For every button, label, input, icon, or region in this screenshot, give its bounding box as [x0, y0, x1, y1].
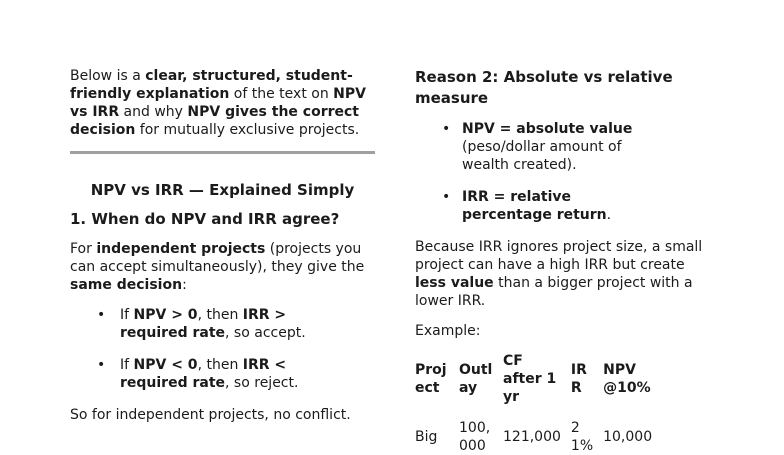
agreement-bullet-list: • If NPV > 0, then IRR > required rate, …: [70, 306, 375, 392]
list-item: • If NPV > 0, then IRR > required rate, …: [70, 306, 375, 342]
example-table: Project Outlay CF after 1 yr IRR NPV @10% Bi…: [415, 352, 659, 455]
text-run: (peso/dollar amount of wealth created).: [462, 139, 622, 173]
bullet-icon: •: [97, 307, 106, 323]
question-1-heading: 1. When do NPV and IRR agree?: [70, 210, 340, 228]
table-cell: 21%: [570, 420, 594, 454]
text-run: and why: [119, 104, 188, 120]
text-run: for mutually exclusive projects.: [135, 122, 360, 138]
project-size-paragraph: Because IRR ignores project size, a smal…: [415, 238, 705, 310]
text-run: If: [120, 357, 134, 373]
table-header-cell: IRR: [570, 362, 587, 396]
list-item: • If NPV < 0, then IRR < required rate, …: [70, 356, 375, 392]
right-column: Reason 2: Absolute vs relative measure •…: [415, 67, 705, 455]
bullet-icon: •: [442, 121, 451, 137]
text-run: (projects you can accept simultaneously)…: [70, 241, 365, 275]
section-title: NPV vs IRR — Explained Simply: [90, 181, 355, 199]
question-1-outro: So for independent projects, no conflict…: [70, 407, 351, 423]
table-header-cell: Outlay: [459, 362, 493, 396]
text-run: Below is a: [70, 68, 146, 84]
text-run: Because IRR ignores project size, a smal…: [415, 239, 703, 273]
table-cell: 10,000: [603, 429, 653, 445]
bold-text-run: independent projects: [96, 241, 266, 257]
text-run: of the text on: [229, 86, 334, 102]
bold-text-run: NPV = absolute value: [462, 121, 633, 137]
table-header-cell: CF after 1 yr: [503, 353, 557, 405]
bold-text-run: NPV < 0: [133, 357, 198, 373]
text-run: .: [606, 207, 612, 223]
list-item-text: If NPV > 0, then IRR > required rate, so…: [120, 306, 375, 342]
text-run: :: [182, 277, 187, 293]
text-run: If: [120, 307, 134, 323]
list-item: • IRR = relative percentage return.: [415, 188, 705, 224]
list-item: • NPV = absolute value (peso/dollar amou…: [415, 120, 705, 174]
table-cell: 100,000: [459, 420, 491, 454]
text-run: than a bigger project with a lower IRR.: [415, 275, 693, 309]
text-run: For: [70, 241, 97, 257]
question-1-intro: For independent projects (projects you c…: [70, 240, 375, 294]
table-cell: 121,000: [503, 429, 561, 445]
table-cell: Big: [415, 429, 438, 445]
bold-text-run: NPV gives the correct decision: [70, 104, 359, 138]
text-run: , then: [197, 357, 243, 373]
bold-text-run: IRR < required rate: [120, 357, 287, 391]
text-run: , then: [197, 307, 243, 323]
bullet-icon: •: [442, 189, 451, 205]
intro-paragraph: Below is a clear, structured, student-fr…: [70, 67, 375, 139]
bold-text-run: clear, structured, student-friendly expl…: [70, 68, 353, 102]
table-row: Big 100,000 121,000 21% 10,000: [415, 419, 659, 455]
table-header-row: Project Outlay CF after 1 yr IRR NPV @10%: [415, 352, 659, 419]
bold-text-run: IRR > required rate: [120, 307, 287, 341]
section-divider: [70, 151, 375, 154]
left-column: Below is a clear, structured, student-fr…: [70, 67, 375, 455]
list-item-text: IRR = relative percentage return.: [462, 188, 705, 224]
measure-bullet-list: • NPV = absolute value (peso/dollar amou…: [415, 120, 705, 224]
text-run: , so reject.: [225, 375, 299, 391]
list-item-text: If NPV < 0, then IRR < required rate, so…: [120, 356, 375, 392]
list-item-text: NPV = absolute value (peso/dollar amount…: [462, 120, 705, 174]
example-label: Example:: [415, 323, 481, 339]
table-header-cell: Project: [415, 362, 447, 396]
text-run: , so accept.: [225, 325, 306, 341]
bold-text-run: IRR = relative percentage return: [462, 189, 607, 223]
table-body: Big 100,000 121,000 21% 10,000: [415, 419, 659, 455]
bold-text-run: NPV > 0: [133, 307, 198, 323]
bullet-icon: •: [97, 357, 106, 373]
bold-text-run: NPV vs IRR: [70, 86, 366, 120]
table-header-cell: NPV @10%: [603, 362, 651, 396]
bold-text-run: less value: [415, 275, 494, 291]
bold-text-run: same decision: [70, 277, 183, 293]
reason-2-heading: Reason 2: Absolute vs relative measure: [415, 68, 673, 107]
